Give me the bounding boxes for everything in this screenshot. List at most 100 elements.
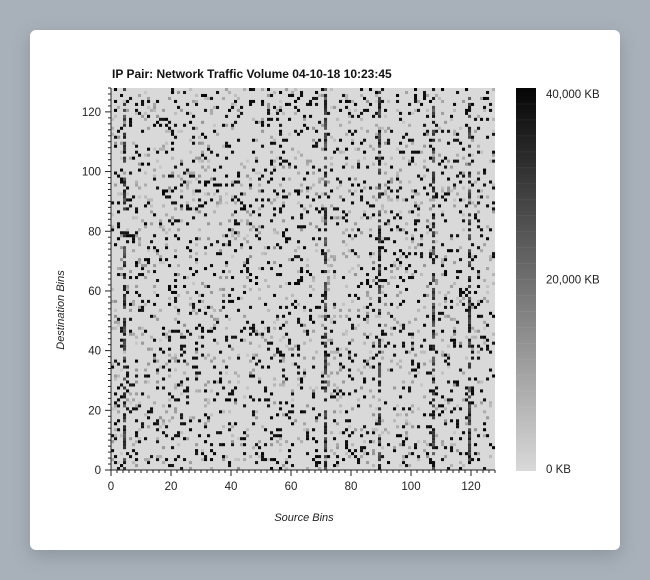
heatmap-cell bbox=[354, 455, 358, 459]
heatmap-cell bbox=[303, 177, 307, 181]
heatmap-cell bbox=[261, 99, 265, 103]
heatmap-cell bbox=[264, 168, 268, 172]
heatmap-cell bbox=[447, 344, 451, 348]
heatmap-cell bbox=[207, 180, 211, 184]
heatmap-cell bbox=[306, 431, 310, 435]
heatmap-cell bbox=[345, 332, 349, 336]
heatmap-cell bbox=[186, 207, 190, 211]
heatmap-cell bbox=[417, 243, 421, 247]
heatmap-cell bbox=[492, 201, 496, 205]
heatmap-cell bbox=[222, 425, 226, 429]
heatmap-cell bbox=[114, 88, 118, 92]
heatmap-cell bbox=[291, 90, 295, 95]
heatmap-cell bbox=[378, 240, 382, 244]
heatmap-cell bbox=[180, 183, 184, 187]
heatmap-cell bbox=[222, 443, 226, 447]
heatmap-cell bbox=[483, 410, 487, 414]
heatmap-cell bbox=[282, 374, 286, 378]
heatmap-cell bbox=[117, 225, 121, 229]
heatmap-cell bbox=[117, 129, 121, 133]
heatmap-cell bbox=[360, 93, 364, 97]
heatmap-cell bbox=[198, 228, 202, 232]
heatmap-cell bbox=[480, 347, 484, 351]
heatmap-cell bbox=[384, 171, 388, 175]
heatmap-cell bbox=[489, 404, 493, 408]
heatmap-cell bbox=[120, 177, 124, 181]
heatmap-cell bbox=[450, 189, 454, 193]
heatmap-cell bbox=[123, 144, 127, 148]
heatmap-cell bbox=[210, 359, 214, 363]
heatmap-cell bbox=[240, 192, 244, 196]
heatmap-cell bbox=[249, 279, 253, 283]
heatmap-cell bbox=[471, 326, 475, 330]
heatmap-cell bbox=[123, 284, 127, 288]
heatmap-cell bbox=[459, 141, 463, 145]
heatmap-cell bbox=[408, 332, 412, 336]
heatmap-cell bbox=[396, 225, 400, 229]
heatmap-cell bbox=[468, 174, 472, 178]
heatmap-cell bbox=[384, 162, 388, 166]
heatmap-cell bbox=[300, 270, 304, 274]
heatmap-cell bbox=[126, 234, 130, 238]
heatmap-cell bbox=[198, 434, 202, 438]
heatmap-cell bbox=[345, 446, 349, 450]
heatmap-cell bbox=[444, 156, 448, 160]
heatmap-cell bbox=[420, 201, 424, 205]
heatmap-cell bbox=[147, 416, 151, 420]
x-tick-label: 40 bbox=[225, 481, 238, 493]
heatmap-cell bbox=[204, 192, 208, 196]
heatmap-cell bbox=[351, 192, 355, 196]
heatmap-cell bbox=[129, 308, 133, 312]
heatmap-cell bbox=[432, 129, 436, 133]
heatmap-cell bbox=[279, 338, 283, 342]
heatmap-cell bbox=[123, 323, 127, 327]
heatmap-cell bbox=[240, 207, 244, 211]
heatmap-cell bbox=[210, 264, 214, 268]
heatmap-cell bbox=[456, 383, 460, 387]
heatmap-cell bbox=[390, 276, 394, 280]
heatmap-cell bbox=[480, 299, 484, 303]
heatmap-cell bbox=[162, 404, 166, 408]
heatmap-cell bbox=[222, 123, 226, 127]
heatmap-cell bbox=[150, 222, 154, 226]
heatmap-cell bbox=[174, 207, 178, 211]
heatmap-cell bbox=[381, 237, 385, 241]
heatmap-cell bbox=[144, 183, 148, 187]
heatmap-cell bbox=[213, 192, 217, 196]
heatmap-cell bbox=[123, 156, 127, 160]
heatmap-cell bbox=[432, 443, 436, 447]
heatmap-cell bbox=[135, 264, 139, 268]
heatmap-cell bbox=[201, 299, 205, 303]
heatmap-cell bbox=[432, 246, 436, 250]
heatmap-cell bbox=[396, 189, 400, 193]
heatmap-cell bbox=[411, 404, 415, 408]
heatmap-cell bbox=[261, 252, 265, 256]
heatmap-cell bbox=[252, 446, 256, 450]
heatmap-cell bbox=[363, 332, 367, 336]
heatmap-cell bbox=[306, 210, 310, 214]
heatmap-cell bbox=[123, 99, 127, 103]
heatmap-cell bbox=[321, 216, 325, 220]
heatmap-cell bbox=[168, 228, 172, 232]
heatmap-cell bbox=[348, 308, 352, 312]
heatmap-cell bbox=[372, 449, 376, 453]
heatmap-cell bbox=[132, 398, 136, 402]
heatmap-cell bbox=[252, 353, 256, 357]
heatmap-cell bbox=[450, 464, 454, 468]
heatmap-cell bbox=[360, 117, 364, 121]
heatmap-cell bbox=[432, 120, 436, 124]
heatmap-cell bbox=[336, 464, 340, 468]
heatmap-cell bbox=[435, 129, 439, 133]
heatmap-cell bbox=[207, 419, 211, 423]
heatmap-cell bbox=[165, 123, 169, 127]
heatmap-cell bbox=[453, 132, 457, 136]
heatmap-cell bbox=[417, 455, 421, 459]
heatmap-cell bbox=[426, 219, 430, 223]
heatmap-cell bbox=[138, 228, 142, 232]
heatmap-cell bbox=[168, 419, 172, 423]
heatmap-cell bbox=[156, 293, 160, 297]
heatmap-cell bbox=[285, 195, 289, 199]
heatmap-cell bbox=[120, 434, 124, 438]
heatmap-cell bbox=[471, 267, 475, 271]
heatmap-cell bbox=[327, 338, 331, 342]
